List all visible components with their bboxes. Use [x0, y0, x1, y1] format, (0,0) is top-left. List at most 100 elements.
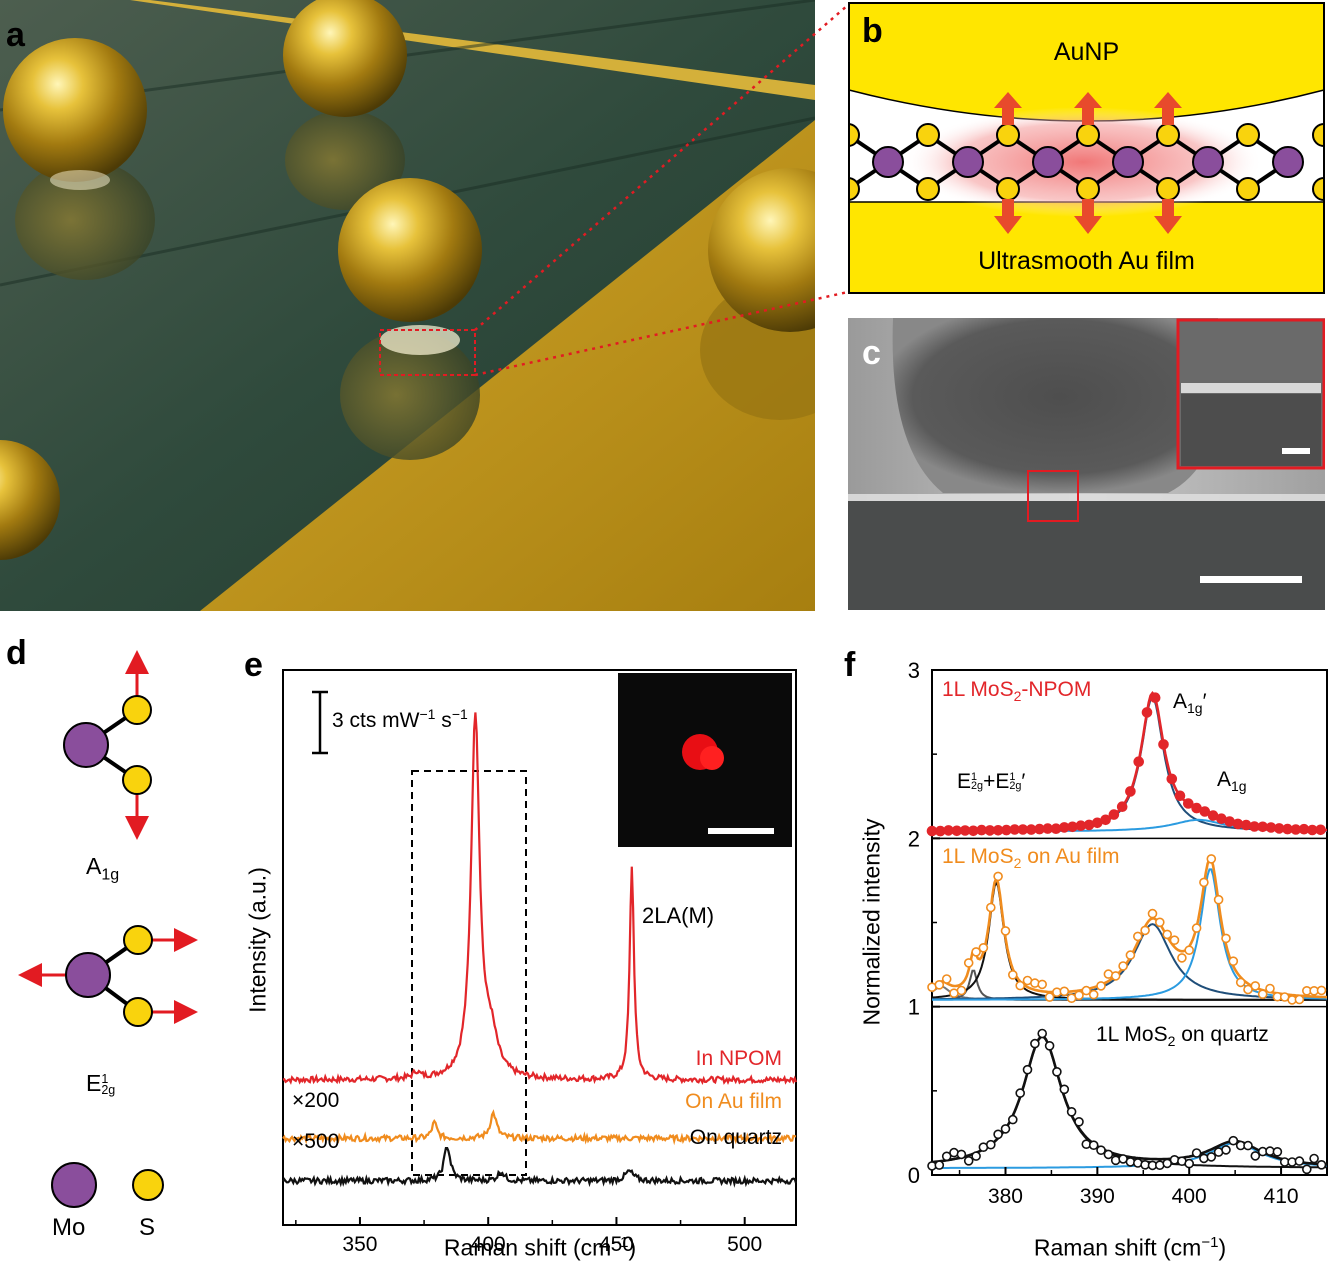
data-point [1154, 917, 1165, 928]
data-point [1221, 933, 1231, 944]
data-point [1235, 977, 1246, 988]
data-point [1000, 1124, 1011, 1134]
data-point [956, 985, 967, 996]
data-point [1206, 1152, 1217, 1162]
data-point [956, 1149, 967, 1160]
s-atom [916, 123, 940, 147]
data-point [1081, 985, 1092, 996]
zoom-connectors [474, 4, 849, 377]
gold-nanoparticle [0, 440, 60, 560]
data-point [1050, 823, 1062, 834]
intensity-scale-label: 3 cts mW−1 s−1 [332, 706, 468, 732]
data-point [1116, 801, 1128, 812]
series-label-quartz: On quartz [689, 1126, 782, 1149]
scale-factor-quartz: ×500 [292, 1130, 340, 1153]
plot-frame [282, 669, 797, 1226]
s-atom [1156, 177, 1180, 201]
s-atom [1076, 177, 1100, 201]
data-point [963, 958, 974, 968]
data-point [1162, 929, 1173, 940]
panel-label-b: b [862, 12, 883, 50]
x-tick-label: 350 [342, 1233, 377, 1256]
data-point [1103, 1149, 1114, 1160]
data-point [993, 1129, 1003, 1140]
data-point [941, 1151, 952, 1162]
data-point [978, 942, 989, 953]
x-tick-label: 500 [727, 1233, 762, 1256]
data-point [1100, 814, 1111, 826]
data-point [1074, 990, 1084, 1001]
phonon-modes-diagram [18, 650, 198, 1208]
x-axis-label-e: Raman shift (cm−1) [443, 1234, 637, 1261]
data-point [1066, 1106, 1077, 1117]
s-atom [123, 925, 153, 955]
s-atom [1156, 123, 1180, 147]
field-arrow-up [1082, 105, 1094, 125]
data-point [1182, 798, 1194, 809]
data-point [1008, 969, 1018, 980]
data-point [1243, 1140, 1253, 1151]
data-point [1309, 1153, 1319, 1164]
y-tick-label: 0 [908, 1163, 920, 1188]
s-atom [1236, 123, 1260, 147]
data-point [1184, 945, 1195, 956]
legend-mo-atom [51, 1162, 97, 1208]
data-point [1133, 756, 1145, 767]
data-point [1008, 1114, 1018, 1125]
data-point [1118, 961, 1128, 971]
fit-total-0 [932, 691, 1328, 833]
panel-c: c [848, 318, 1326, 610]
dashed-highlight-box [411, 770, 527, 1176]
data-point [1158, 739, 1169, 750]
data-point [963, 1155, 974, 1166]
panel-b: AuNP Ultrasmooth Au film b [836, 2, 1329, 294]
data-point [1140, 925, 1150, 936]
scale-factor-au: ×200 [292, 1089, 340, 1112]
data-point [1037, 979, 1047, 990]
data-point [1088, 1140, 1099, 1151]
data-point [1110, 1155, 1121, 1166]
y-tick-label: 2 [908, 826, 920, 851]
au-film-label: Ultrasmooth Au film [978, 247, 1195, 275]
data-point [1250, 1151, 1261, 1161]
data-point [971, 947, 981, 957]
data-point [1265, 983, 1275, 994]
peak-label-a1g-prime: A1g′ [1173, 690, 1207, 717]
spectrum-line-1 [282, 1109, 797, 1146]
gold-nanoparticle [338, 178, 482, 322]
series-label-npom: In NPOM [695, 1047, 782, 1070]
data-point [1096, 1145, 1106, 1156]
mo-atom [1272, 146, 1304, 178]
data-point [1184, 1158, 1195, 1169]
data-point [1059, 986, 1070, 997]
data-point [1037, 1028, 1047, 1039]
x-tick-label: 400 [1172, 1185, 1207, 1208]
x-axis-label-f: Raman shift (cm−1) [1033, 1234, 1227, 1261]
legend-mo-label: Mo [52, 1214, 86, 1241]
data-point [1052, 1066, 1062, 1077]
mo-atom [872, 146, 904, 178]
tem-image [848, 318, 1326, 610]
data-point [1125, 786, 1136, 797]
data-point [1243, 984, 1253, 995]
s-atom [916, 177, 940, 201]
data-point [986, 902, 996, 913]
data-point [1294, 1156, 1305, 1166]
s-atom [996, 123, 1020, 147]
gold-film-right [200, 120, 815, 611]
panel-label-a: a [6, 16, 25, 54]
data-point [1149, 692, 1161, 703]
data-point [986, 1139, 996, 1150]
gold-nanoparticle [283, 0, 407, 117]
panel-label-d: d [6, 634, 27, 672]
data-point [1096, 981, 1106, 991]
data-point [1177, 953, 1187, 963]
panel-d: d A1g E 1 2g Mo S [0, 630, 220, 1274]
data-point [1228, 956, 1239, 967]
annotation-2la: 2LA(M) [642, 903, 715, 928]
legend-s-atom [132, 1169, 164, 1201]
field-arrow-down [1162, 199, 1174, 219]
label-npom: 1L MoS2-NPOM [942, 678, 1092, 705]
panel-label-e: e [244, 646, 263, 684]
y-tick-label: 1 [908, 995, 920, 1020]
